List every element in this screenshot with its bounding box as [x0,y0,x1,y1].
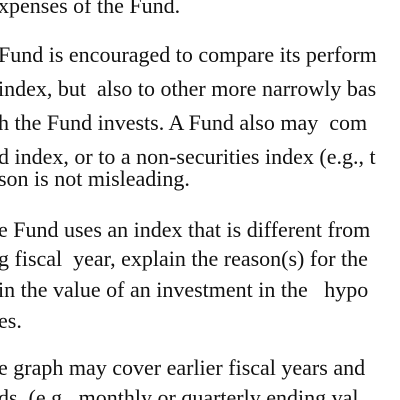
text-line: ds (e.g., monthly or quarterly ending va… [0,385,359,400]
text-line: g fiscal year, explain the reason(s) for… [0,246,368,271]
text-line: h the Fund invests. A Fund also may com [0,110,368,135]
text-line: e graph may cover earlier fiscal years a… [0,355,366,380]
text-line: es. [0,308,22,333]
text-line: Fund is encouraged to compare its perfor… [0,42,377,67]
text-line: e Fund uses an index that is different f… [0,217,371,242]
text-line: index, but also to other more narrowly b… [0,76,377,101]
text-line: xpenses of the Fund. [0,0,181,18]
text-line: in the value of an investment in the hyp… [0,277,369,302]
text-line: d index, or to a non-securities index (e… [0,144,376,169]
text-line: son is not misleading. [0,166,190,191]
